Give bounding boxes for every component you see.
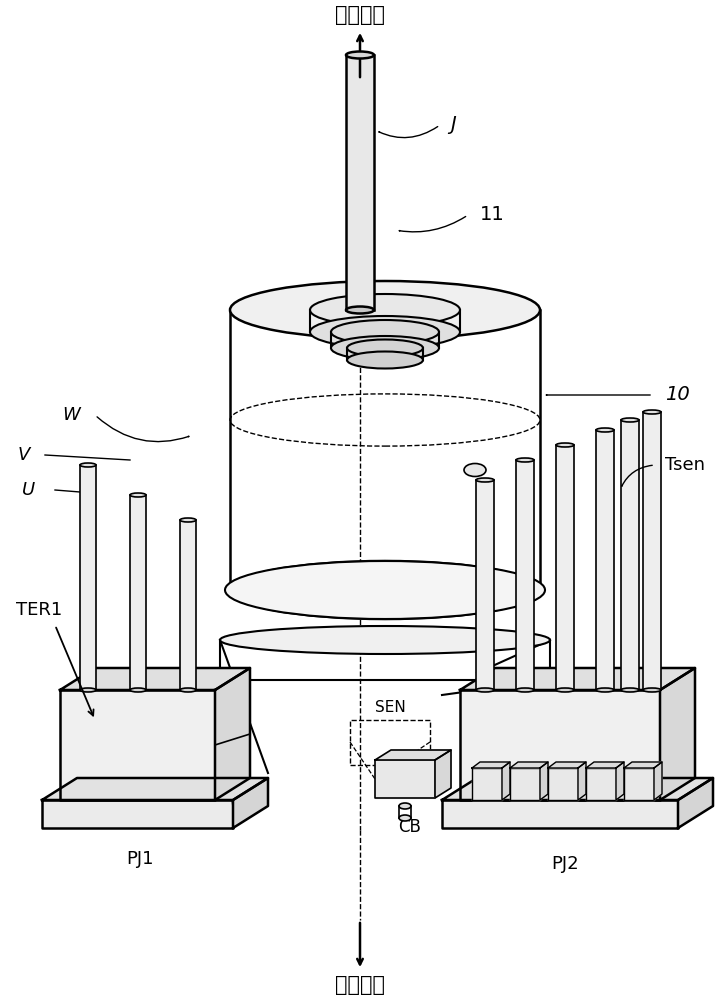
Polygon shape xyxy=(660,668,695,800)
Polygon shape xyxy=(42,778,268,800)
Ellipse shape xyxy=(621,688,639,692)
FancyArrowPatch shape xyxy=(399,216,466,232)
Polygon shape xyxy=(654,762,662,800)
Polygon shape xyxy=(510,762,548,768)
Polygon shape xyxy=(540,762,548,800)
Ellipse shape xyxy=(220,626,550,654)
Polygon shape xyxy=(60,690,215,800)
Ellipse shape xyxy=(643,410,661,414)
Text: U: U xyxy=(22,481,35,499)
FancyArrowPatch shape xyxy=(622,465,652,486)
Ellipse shape xyxy=(310,316,460,348)
Polygon shape xyxy=(548,768,578,800)
Bar xyxy=(476,480,494,690)
Polygon shape xyxy=(435,750,451,798)
Ellipse shape xyxy=(516,688,534,692)
Ellipse shape xyxy=(346,51,374,58)
Text: 轴向上側: 轴向上側 xyxy=(335,5,385,25)
Ellipse shape xyxy=(399,815,411,821)
Polygon shape xyxy=(442,778,713,800)
Polygon shape xyxy=(510,768,540,800)
Polygon shape xyxy=(233,778,268,828)
Bar xyxy=(516,460,534,690)
FancyArrowPatch shape xyxy=(97,417,189,442)
Polygon shape xyxy=(460,668,695,690)
Ellipse shape xyxy=(596,428,614,432)
Ellipse shape xyxy=(180,518,196,522)
Ellipse shape xyxy=(596,688,614,692)
Polygon shape xyxy=(442,800,678,828)
Polygon shape xyxy=(375,750,451,760)
Ellipse shape xyxy=(80,463,96,467)
Polygon shape xyxy=(678,778,713,828)
Bar xyxy=(130,495,146,690)
Ellipse shape xyxy=(230,281,540,339)
Bar xyxy=(596,430,614,690)
Polygon shape xyxy=(624,768,654,800)
Bar xyxy=(80,465,96,690)
Polygon shape xyxy=(586,768,616,800)
Bar xyxy=(180,520,196,690)
Text: PJ2: PJ2 xyxy=(551,855,578,873)
Ellipse shape xyxy=(347,340,423,357)
Text: SEN: SEN xyxy=(374,700,405,715)
Text: 轴向下側: 轴向下側 xyxy=(335,975,385,995)
FancyArrowPatch shape xyxy=(379,127,438,138)
Ellipse shape xyxy=(516,458,534,462)
Bar xyxy=(643,412,661,690)
Ellipse shape xyxy=(230,561,540,619)
Text: TER1: TER1 xyxy=(16,601,62,619)
Ellipse shape xyxy=(556,688,574,692)
Polygon shape xyxy=(42,800,233,828)
Polygon shape xyxy=(472,762,510,768)
Ellipse shape xyxy=(310,294,460,326)
Polygon shape xyxy=(502,762,510,800)
Ellipse shape xyxy=(346,306,374,314)
Ellipse shape xyxy=(130,493,146,497)
Polygon shape xyxy=(60,668,250,690)
Bar xyxy=(556,445,574,690)
Ellipse shape xyxy=(476,478,494,482)
Ellipse shape xyxy=(80,688,96,692)
Ellipse shape xyxy=(331,320,439,344)
Ellipse shape xyxy=(464,464,486,477)
Text: V: V xyxy=(18,446,30,464)
Polygon shape xyxy=(586,762,624,768)
Polygon shape xyxy=(624,762,662,768)
Text: 11: 11 xyxy=(480,206,505,225)
Polygon shape xyxy=(215,668,250,800)
Ellipse shape xyxy=(180,688,196,692)
Text: 10: 10 xyxy=(665,385,690,404)
Ellipse shape xyxy=(621,418,639,422)
Polygon shape xyxy=(616,762,624,800)
Ellipse shape xyxy=(556,443,574,447)
Text: J: J xyxy=(450,115,455,134)
Ellipse shape xyxy=(347,352,423,368)
Text: Tsen: Tsen xyxy=(665,456,705,474)
Text: PJ1: PJ1 xyxy=(126,850,153,868)
Bar xyxy=(346,55,374,310)
Ellipse shape xyxy=(643,688,661,692)
Ellipse shape xyxy=(331,336,439,360)
Ellipse shape xyxy=(399,803,411,809)
Polygon shape xyxy=(472,768,502,800)
Ellipse shape xyxy=(130,688,146,692)
Ellipse shape xyxy=(225,561,545,619)
Bar xyxy=(621,420,639,690)
Polygon shape xyxy=(578,762,586,800)
Polygon shape xyxy=(548,762,586,768)
Text: CB: CB xyxy=(399,818,421,836)
Text: W: W xyxy=(62,406,80,424)
Polygon shape xyxy=(375,760,435,798)
Bar xyxy=(350,720,430,765)
Polygon shape xyxy=(460,690,660,800)
Ellipse shape xyxy=(476,688,494,692)
